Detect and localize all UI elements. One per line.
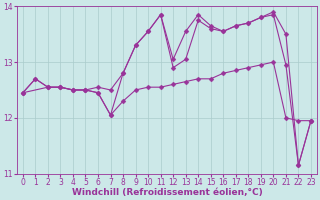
X-axis label: Windchill (Refroidissement éolien,°C): Windchill (Refroidissement éolien,°C) bbox=[72, 188, 262, 197]
